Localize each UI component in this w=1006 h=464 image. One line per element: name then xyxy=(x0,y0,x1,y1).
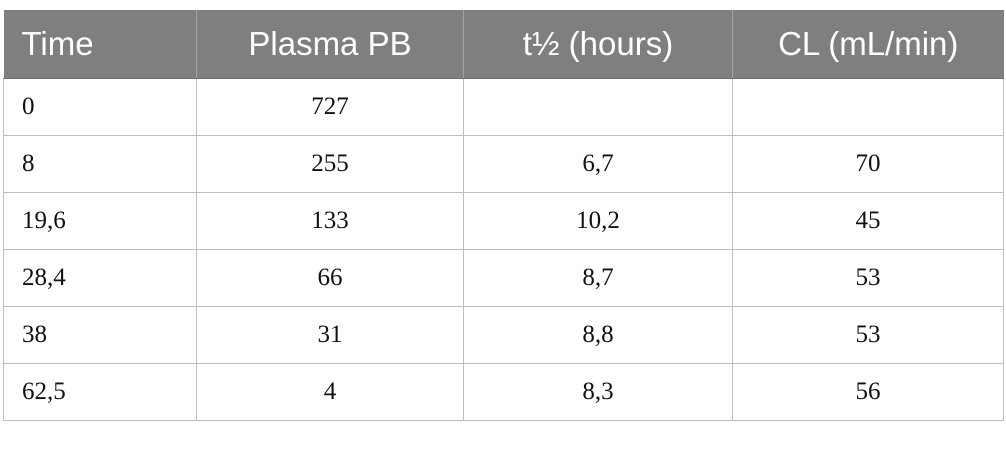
cell-plasma-pb: 31 xyxy=(196,306,464,364)
cell-half-life: 10,2 xyxy=(463,192,733,250)
cell-time: 62,5 xyxy=(3,363,197,421)
cell-half-life: 8,3 xyxy=(463,363,733,421)
table-row: 19,6 133 10,2 45 xyxy=(3,192,1004,250)
cell-clearance: 56 xyxy=(732,363,1004,421)
table-row: 28,4 66 8,7 53 xyxy=(3,249,1004,307)
cell-time: 28,4 xyxy=(3,249,197,307)
cell-plasma-pb: 133 xyxy=(196,192,464,250)
table-row: 8 255 6,7 70 xyxy=(3,135,1004,193)
table-row: 38 31 8,8 53 xyxy=(3,306,1004,364)
cell-plasma-pb: 4 xyxy=(196,363,464,421)
pharmacokinetics-table: Time Plasma PB t½ (hours) CL (mL/min) 0 … xyxy=(3,10,1004,421)
cell-time: 8 xyxy=(3,135,197,193)
cell-clearance xyxy=(732,78,1004,136)
header-half-life: t½ (hours) xyxy=(463,10,733,79)
cell-plasma-pb: 66 xyxy=(196,249,464,307)
cell-clearance: 53 xyxy=(732,249,1004,307)
cell-time: 38 xyxy=(3,306,197,364)
cell-half-life: 8,8 xyxy=(463,306,733,364)
cell-clearance: 53 xyxy=(732,306,1004,364)
cell-half-life xyxy=(463,78,733,136)
cell-plasma-pb: 255 xyxy=(196,135,464,193)
table-row: 0 727 xyxy=(3,78,1004,136)
header-time: Time xyxy=(3,10,197,79)
table-header: Time Plasma PB t½ (hours) CL (mL/min) xyxy=(3,10,1004,79)
header-clearance: CL (mL/min) xyxy=(732,10,1004,79)
cell-time: 19,6 xyxy=(3,192,197,250)
table-row: 62,5 4 8,3 56 xyxy=(3,363,1004,421)
cell-half-life: 8,7 xyxy=(463,249,733,307)
cell-clearance: 45 xyxy=(732,192,1004,250)
table-body: 0 727 8 255 6,7 70 19,6 133 10,2 45 28,4… xyxy=(3,78,1004,421)
header-row: Time Plasma PB t½ (hours) CL (mL/min) xyxy=(3,10,1004,79)
cell-clearance: 70 xyxy=(732,135,1004,193)
cell-plasma-pb: 727 xyxy=(196,78,464,136)
cell-time: 0 xyxy=(3,78,197,136)
cell-half-life: 6,7 xyxy=(463,135,733,193)
header-plasma-pb: Plasma PB xyxy=(196,10,464,79)
